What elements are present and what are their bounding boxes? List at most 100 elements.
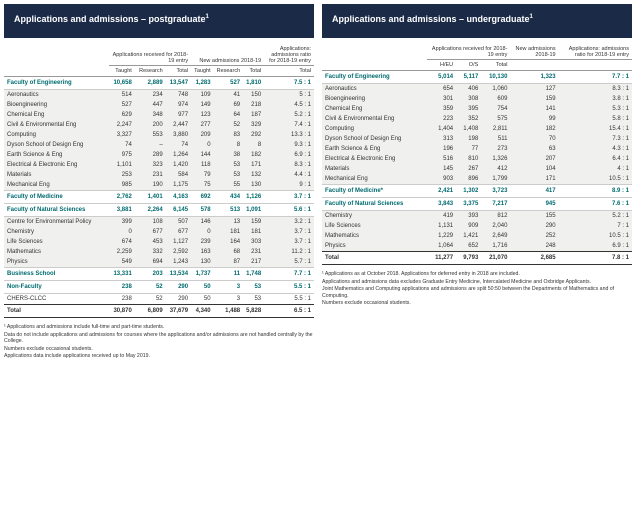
cell: 9.3 : 1 — [264, 140, 314, 150]
cell: 395 — [456, 104, 481, 114]
page: Applications and admissions – postgradua… — [0, 0, 640, 365]
cell: 1,810 — [243, 77, 264, 90]
cell: 13,547 — [166, 77, 191, 90]
cell: 5.6 : 1 — [264, 204, 314, 217]
sub-os: O/S — [456, 60, 481, 71]
section-label: Faculty of Engineering — [322, 71, 427, 84]
cell: 171 — [243, 160, 264, 170]
cell: 1,323 — [510, 71, 558, 84]
cell: 584 — [166, 170, 191, 180]
cell: 5.2 : 1 — [559, 211, 632, 222]
cell: 3,327 — [109, 130, 134, 140]
cell: 453 — [135, 237, 166, 247]
cell: 332 — [135, 247, 166, 257]
cell: 4 : 1 — [559, 164, 632, 174]
cell: 1,420 — [166, 160, 191, 170]
cell: 118 — [191, 160, 214, 170]
table-row: Civil & Environmental Eng223352575995.8 … — [322, 114, 632, 124]
cell: 159 — [510, 94, 558, 104]
cell: 13 — [214, 217, 244, 228]
cell: 3,843 — [427, 198, 456, 211]
cell: 74 — [166, 140, 191, 150]
cell: 5.8 : 1 — [559, 114, 632, 124]
cell: 329 — [243, 120, 264, 130]
cell: 9 : 1 — [264, 180, 314, 191]
col-group-apps-ug: Applications received for 2018-19 entry — [427, 44, 510, 60]
cell: 8 — [243, 140, 264, 150]
cell: 974 — [166, 100, 191, 110]
cell: 248 — [510, 241, 558, 252]
cell: 1,401 — [135, 191, 166, 204]
cell: 406 — [456, 84, 481, 95]
cell: 75 — [191, 180, 214, 191]
grand-total-row: Total11,2779,79321,0702,6857.8 : 1 — [322, 252, 632, 265]
table-row: Chemical Eng629348977123641875.2 : 1 — [4, 110, 314, 120]
col-group-ratio-pg: Applications: admissions ratio for 2018-… — [264, 44, 314, 66]
cell: 3.7 : 1 — [264, 191, 314, 204]
cell: 1,408 — [456, 124, 481, 134]
section-label: Business School — [4, 268, 109, 281]
row-label: Mathematics — [322, 231, 427, 241]
section-label: Faculty of Medicine* — [322, 185, 427, 198]
row-label: Materials — [4, 170, 109, 180]
table-row: Dyson School of Design Eng313198511707.3… — [322, 134, 632, 144]
cell: 6,809 — [135, 305, 166, 318]
table-postgraduate: Applications received for 2018-19 entry … — [4, 44, 314, 318]
cell: 8.3 : 1 — [559, 84, 632, 95]
sub-ratio: Total — [264, 66, 314, 77]
row-label: Bioengineering — [322, 94, 427, 104]
cell: 231 — [135, 170, 166, 180]
cell: 150 — [243, 90, 264, 101]
cell: 292 — [243, 130, 264, 140]
cell: 53 — [214, 170, 244, 180]
cell: 5.2 : 1 — [264, 110, 314, 120]
cell: 217 — [243, 257, 264, 268]
cell: 196 — [427, 144, 456, 154]
row-label: Electrical & Electronic Eng — [322, 154, 427, 164]
cell: 1,748 — [243, 268, 264, 281]
table-row: Electrical & Electronic Eng1,1013231,420… — [4, 160, 314, 170]
row-label: Materials — [322, 164, 427, 174]
cell: 975 — [109, 150, 134, 160]
cell: 3 — [214, 294, 244, 305]
cell: 83 — [214, 130, 244, 140]
table-row: Chemistry067767701811813.7 : 1 — [4, 227, 314, 237]
section-row: Faculty of Medicine2,7621,4014,163692434… — [4, 191, 314, 204]
cell: 4.4 : 1 — [264, 170, 314, 180]
table-row: CHERS-CLCC23852290503535.5 : 1 — [4, 294, 314, 305]
cell: 13,534 — [166, 268, 191, 281]
cell: 159 — [243, 217, 264, 228]
cell: 1,127 — [166, 237, 191, 247]
table-row: Centre for Environmental Policy399108507… — [4, 217, 314, 228]
row-label: Chemistry — [322, 211, 427, 222]
cell: 10,130 — [481, 71, 510, 84]
cell: 1,060 — [481, 84, 510, 95]
table-row: Civil & Environmental Eng2,2472002,44727… — [4, 120, 314, 130]
cell: 190 — [135, 180, 166, 191]
cell: 434 — [214, 191, 244, 204]
cell: 527 — [214, 77, 244, 90]
footnote: Applications data include applications r… — [4, 353, 314, 360]
cell: 5,014 — [427, 71, 456, 84]
cell: 163 — [191, 247, 214, 257]
cell: 3.7 : 1 — [264, 227, 314, 237]
cell: 419 — [427, 211, 456, 222]
section-label: Faculty of Natural Sciences — [4, 204, 109, 217]
cell: 1,302 — [456, 185, 481, 198]
cell: 1,404 — [427, 124, 456, 134]
cell: 253 — [109, 170, 134, 180]
footnote: ¹ Applications as at October 2018. Appli… — [322, 271, 632, 278]
cell: 412 — [481, 164, 510, 174]
row-label: Physics — [4, 257, 109, 268]
sub-taught-2: Taught — [191, 66, 214, 77]
footnote: Numbers exclude occasional students. — [322, 300, 632, 307]
cell: 15.4 : 1 — [559, 124, 632, 134]
cell: 9,793 — [456, 252, 481, 265]
cell: 181 — [214, 227, 244, 237]
cell: 52 — [135, 281, 166, 294]
section-row: Faculty of Engineering5,0145,11710,1301,… — [322, 71, 632, 84]
cell: 7.7 : 1 — [264, 268, 314, 281]
cell: 10.5 : 1 — [559, 174, 632, 185]
cell: 903 — [427, 174, 456, 185]
cell: 4.5 : 1 — [264, 100, 314, 110]
